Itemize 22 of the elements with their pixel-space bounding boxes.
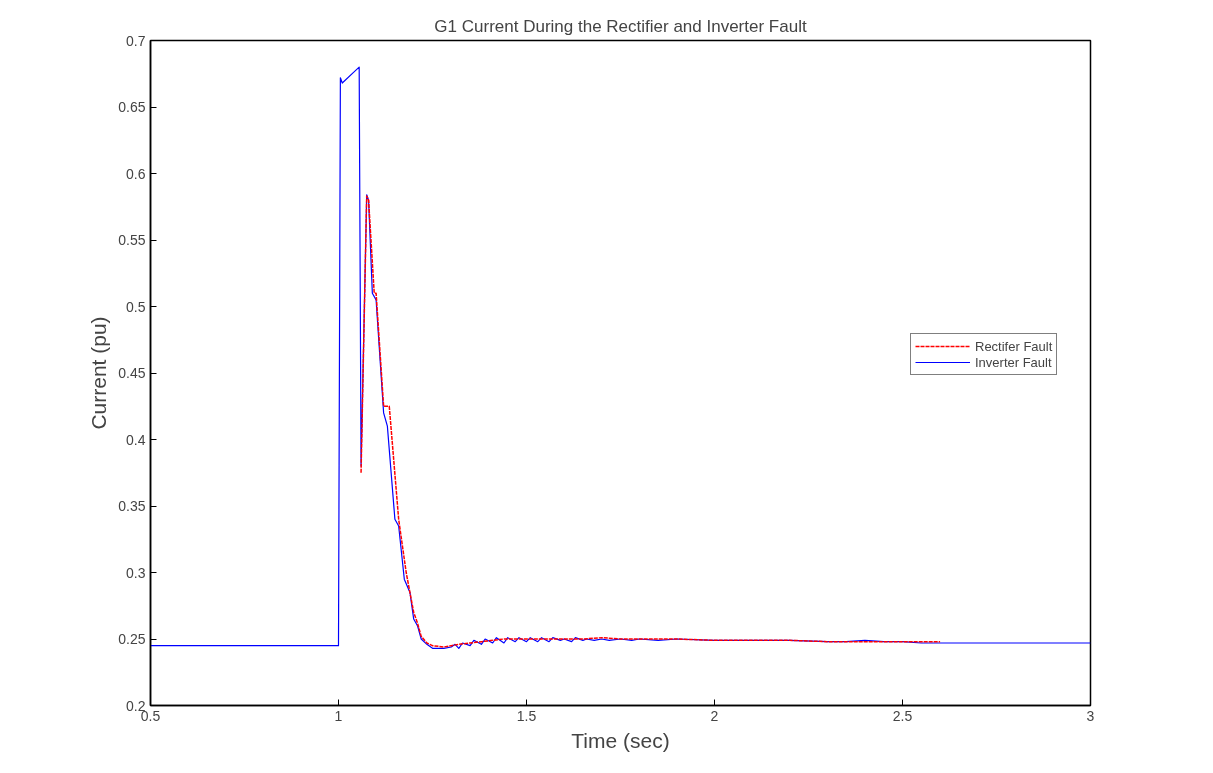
- legend-label: Rectifer Fault: [975, 338, 1053, 354]
- y-tick-label: 0.6: [126, 165, 146, 182]
- y-tick-label: 0.7: [126, 32, 146, 49]
- line-series: [150, 66, 1091, 649]
- y-tick-label: 0.35: [118, 498, 146, 514]
- legend-label: Inverter Fault: [975, 354, 1052, 370]
- y-tick-label: 0.3: [126, 564, 146, 581]
- y-tick-label: 0.4: [126, 431, 146, 448]
- y-tick-label: 0.25: [118, 631, 146, 647]
- x-tick-label: 1: [334, 707, 343, 724]
- x-tick-label: 1.5: [516, 707, 537, 724]
- y-axis-title: Current (pu): [87, 316, 111, 430]
- y-tick-label: 0.45: [118, 365, 146, 381]
- x-axis-title: Time (sec): [571, 728, 670, 752]
- y-tick-label: 0.55: [118, 232, 146, 248]
- y-tick-label: 0.65: [118, 99, 146, 115]
- chart-title: G1 Current During the Rectifier and Inverter Fault: [434, 16, 807, 36]
- x-tick-label: 3: [1086, 707, 1095, 724]
- y-tick-label: 0.5: [126, 298, 146, 315]
- x-tick-label: 2: [710, 707, 719, 724]
- x-tick-label: 2.5: [892, 707, 913, 724]
- line-series: [360, 195, 941, 648]
